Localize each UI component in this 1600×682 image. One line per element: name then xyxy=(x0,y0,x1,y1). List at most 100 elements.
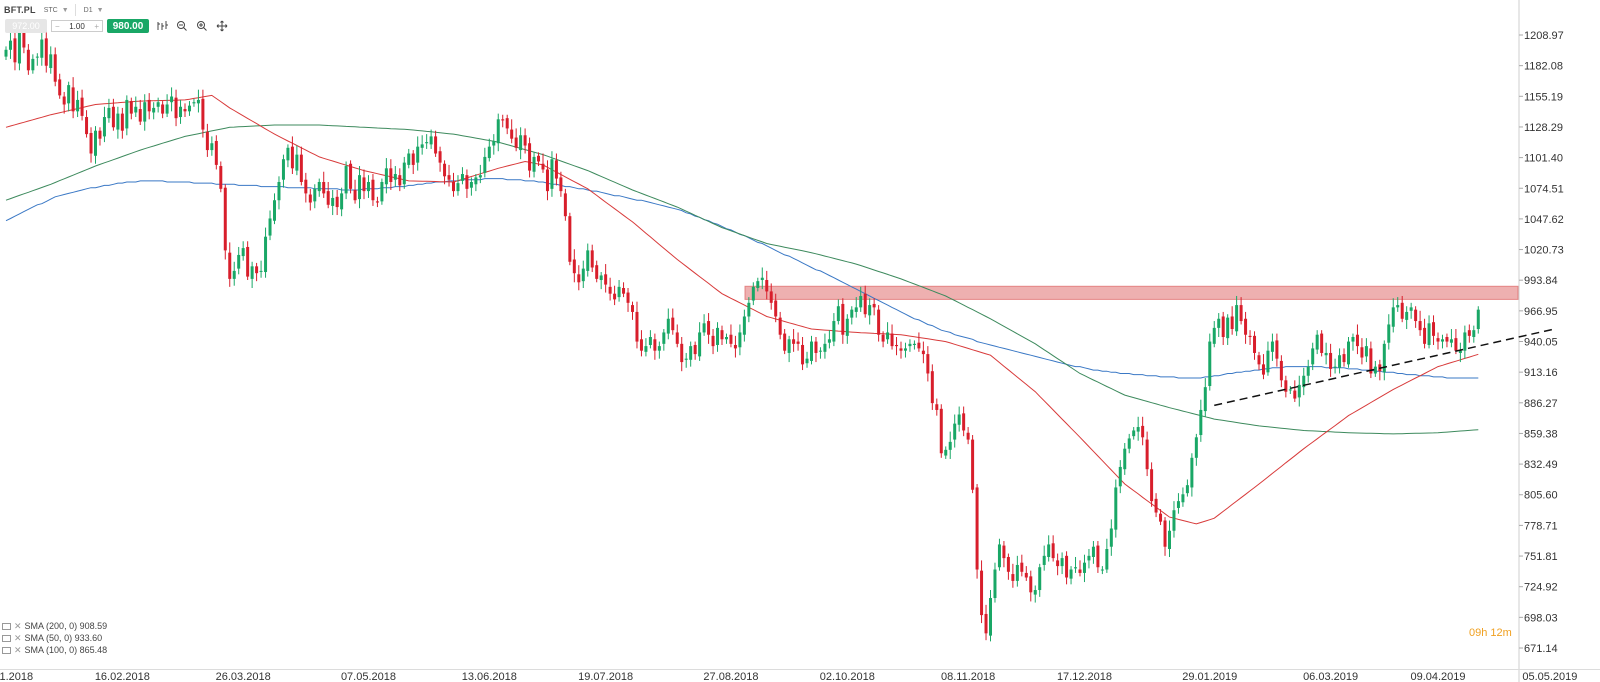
candle-body xyxy=(434,136,438,154)
candle-body xyxy=(751,286,755,301)
legend-item[interactable]: ✕ SMA (200, 0) 908.59 xyxy=(2,620,107,632)
y-tick-label: 940.05 xyxy=(1524,337,1558,349)
candle-body xyxy=(1203,387,1207,412)
candle-body xyxy=(1235,305,1239,332)
candle-body xyxy=(138,109,142,122)
candle-type-icon[interactable] xyxy=(155,19,169,33)
candle-body xyxy=(832,321,836,342)
candle-body xyxy=(711,335,715,347)
candle-body xyxy=(1396,305,1400,308)
indicator-icon xyxy=(2,634,11,642)
candle-body xyxy=(384,168,388,185)
candle-body xyxy=(156,102,160,107)
candle-body xyxy=(317,181,321,192)
legend-item[interactable]: ✕ SMA (50, 0) 933.60 xyxy=(2,632,107,644)
close-icon[interactable]: ✕ xyxy=(14,621,22,631)
sell-button[interactable]: 972.00 xyxy=(5,19,47,33)
candle-body xyxy=(371,179,375,201)
candle-body xyxy=(648,337,652,345)
x-tick-label: 07.05.2018 xyxy=(341,671,396,682)
candle-body xyxy=(859,295,863,308)
candle-body xyxy=(1418,321,1422,331)
x-tick-label: 09.04.2019 xyxy=(1410,671,1465,682)
candle-body xyxy=(192,102,196,104)
candle-body xyxy=(232,270,236,279)
candle-body xyxy=(1324,352,1328,356)
x-tick-label: 05.05.2019 xyxy=(1522,671,1577,682)
x-tick-label: 11.01.2018 xyxy=(0,671,33,682)
candle-body xyxy=(980,570,984,616)
candle-body xyxy=(210,143,214,151)
candle-body xyxy=(76,99,80,112)
candle-body xyxy=(125,99,129,129)
candle-body xyxy=(1159,513,1163,522)
increase-button[interactable]: + xyxy=(94,21,99,31)
legend-label: SMA (100, 0) 865.48 xyxy=(24,645,108,655)
candle-body xyxy=(214,140,218,165)
candle-body xyxy=(1011,574,1015,581)
candle-body xyxy=(487,146,491,159)
candle-body xyxy=(1136,427,1140,432)
candle-body xyxy=(523,135,527,146)
quantity-value[interactable]: 1.00 xyxy=(69,21,85,31)
zoom-out-icon[interactable] xyxy=(175,19,189,33)
candle-body xyxy=(1275,340,1279,359)
candle-body xyxy=(35,56,39,58)
y-tick-label: 1182.08 xyxy=(1524,61,1563,73)
candle-body xyxy=(1239,305,1243,322)
candle-body xyxy=(1347,341,1350,365)
close-icon[interactable]: ✕ xyxy=(14,633,22,643)
candle-body xyxy=(1212,327,1216,344)
candle-body xyxy=(398,175,402,186)
interval-select[interactable]: D1 ▼ xyxy=(84,7,104,14)
decrease-button[interactable]: − xyxy=(55,21,60,31)
move-icon[interactable] xyxy=(215,19,229,33)
y-tick-label: 832.49 xyxy=(1524,459,1558,471)
moving-averages xyxy=(5,94,1479,525)
legend-item[interactable]: ✕ SMA (100, 0) 865.48 xyxy=(2,644,107,656)
candle-body xyxy=(787,339,791,353)
candle-body xyxy=(1373,366,1377,374)
candle-body xyxy=(1302,375,1306,388)
candle-body xyxy=(693,344,697,355)
candle-body xyxy=(671,317,675,331)
zoom-in-icon[interactable] xyxy=(195,19,209,33)
candle-body xyxy=(438,151,442,163)
candle-body xyxy=(1226,317,1230,339)
x-tick-label: 06.03.2019 xyxy=(1303,671,1358,682)
candle-body xyxy=(903,348,907,351)
candle-body xyxy=(44,38,48,66)
candle-body xyxy=(1127,438,1131,449)
symbol-label[interactable]: BFT.PL xyxy=(4,5,36,15)
candle-body xyxy=(554,160,558,179)
candle-body xyxy=(769,291,773,303)
candle-body xyxy=(912,343,916,345)
candle-body xyxy=(1293,390,1297,399)
candle-body xyxy=(358,175,362,200)
candle-body xyxy=(1458,350,1462,353)
candle-body xyxy=(622,287,626,294)
interval-label: D1 xyxy=(83,6,93,14)
buy-button[interactable]: 980.00 xyxy=(107,19,149,33)
candle-body xyxy=(1141,425,1145,438)
y-tick-label: 1208.97 xyxy=(1524,30,1564,42)
candle-body xyxy=(170,96,174,103)
candle-body xyxy=(62,96,66,105)
candle-body xyxy=(729,334,733,344)
quantity-stepper[interactable]: − 1.00 + xyxy=(51,20,103,32)
candle-body xyxy=(742,316,746,335)
mode-select[interactable]: STC ▼ xyxy=(44,7,69,14)
close-icon[interactable]: ✕ xyxy=(14,645,22,655)
x-tick-label: 08.11.2018 xyxy=(941,671,995,682)
x-tick-label: 26.03.2018 xyxy=(216,671,271,682)
candle-body xyxy=(1400,302,1404,319)
candle-body xyxy=(255,266,259,274)
candle-body xyxy=(1463,332,1467,351)
candle-body xyxy=(537,155,541,162)
mode-label: STC xyxy=(43,6,58,14)
candle-body xyxy=(1261,364,1265,375)
candle-body xyxy=(850,309,854,318)
y-tick-label: 671.14 xyxy=(1524,643,1558,655)
candle-body xyxy=(94,130,97,156)
